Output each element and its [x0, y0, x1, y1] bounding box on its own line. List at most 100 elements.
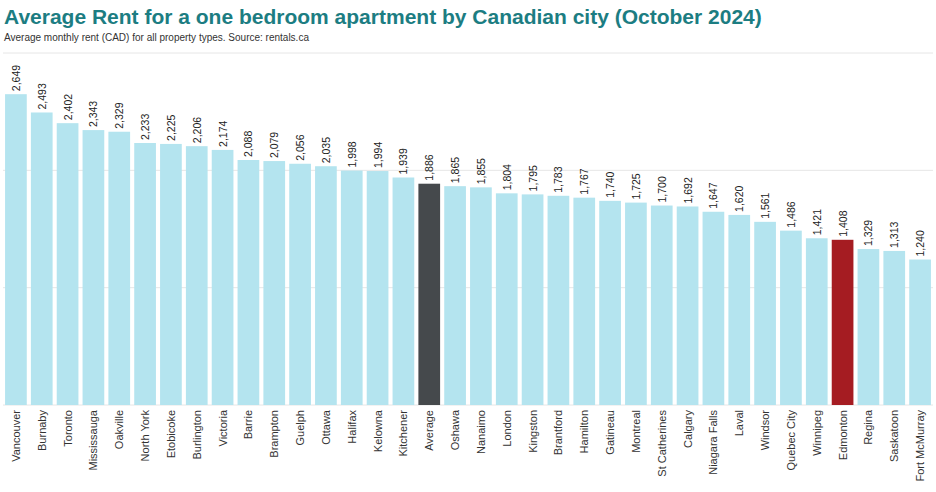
data-label: 1,767	[578, 168, 590, 194]
data-label: 1,329	[862, 220, 874, 246]
category-label: Kelowna	[372, 409, 384, 452]
data-label: 1,240	[914, 230, 926, 256]
category-label: Victoria	[217, 409, 229, 446]
data-label: 2,079	[268, 132, 280, 158]
category-label: Brampton	[268, 410, 280, 458]
bar	[367, 171, 389, 405]
bar	[780, 231, 802, 405]
data-label: 1,740	[604, 171, 616, 197]
bar	[186, 146, 208, 405]
data-labels: 2,649 2,493 2,402 2,343 2,329 2,233 2,225 2,206…	[10, 65, 926, 257]
grid-line	[3, 53, 933, 54]
category-label: Kitchener	[397, 410, 409, 457]
bars	[5, 94, 931, 405]
bar	[263, 161, 285, 405]
data-label: 1,561	[759, 192, 771, 218]
bar	[108, 132, 130, 405]
category-label: Niagara Falls	[707, 410, 719, 475]
bar	[57, 123, 79, 405]
category-label: Gatineau	[604, 410, 616, 455]
bar	[599, 201, 621, 405]
bar	[651, 206, 673, 405]
category-label: Windsor	[759, 410, 771, 451]
category-label: Edmonton	[837, 410, 849, 460]
title: Average Rent for a one bedroom apartment…	[4, 5, 762, 28]
bar	[5, 94, 27, 405]
data-label: 1,783	[552, 166, 564, 192]
category-label: Burnaby	[36, 410, 48, 451]
data-label: 2,329	[113, 102, 125, 128]
data-label: 2,206	[191, 117, 203, 143]
data-label: 1,421	[811, 209, 823, 235]
bar	[238, 160, 260, 405]
data-label: 1,647	[707, 182, 719, 208]
bar	[754, 222, 776, 405]
bar	[418, 184, 440, 405]
category-label: Oshawa	[449, 409, 461, 450]
category-label: Laval	[733, 410, 745, 436]
data-label: 1,994	[372, 142, 384, 168]
bar	[573, 198, 595, 405]
bar	[832, 240, 854, 405]
bar	[470, 187, 492, 405]
category-label: Hamilton	[578, 410, 590, 453]
data-label: 1,939	[397, 148, 409, 174]
data-label: 2,233	[139, 114, 151, 140]
category-label: Saskatoon	[888, 410, 900, 462]
category-label: St Catherines	[656, 410, 668, 477]
bar	[289, 164, 311, 405]
bar	[134, 143, 156, 405]
data-label: 1,620	[733, 185, 745, 211]
category-label: Vancouver	[10, 410, 22, 462]
data-label: 1,408	[837, 210, 849, 236]
category-label: Toronto	[62, 410, 74, 447]
data-label: 2,174	[217, 120, 229, 146]
category-label: Regina	[862, 409, 874, 445]
data-label: 1,700	[656, 176, 668, 202]
bar	[677, 206, 699, 405]
category-label: Winnipeg	[811, 410, 823, 456]
bar	[393, 177, 415, 405]
category-label: Fort McMurray	[914, 410, 926, 482]
data-label: 2,088	[242, 131, 254, 157]
bar	[160, 144, 182, 405]
data-label: 1,855	[475, 158, 487, 184]
category-label: Kingston	[527, 410, 539, 453]
bar	[496, 193, 518, 405]
data-label: 2,402	[62, 94, 74, 120]
data-label: 2,493	[36, 83, 48, 109]
category-label: Burlington	[191, 410, 203, 460]
category-label: Guelph	[294, 410, 306, 445]
bar	[703, 212, 725, 405]
bar	[548, 196, 570, 405]
category-label: Quebec City	[785, 410, 797, 471]
bar	[315, 166, 337, 405]
category-label: Barrie	[242, 410, 254, 439]
data-label: 2,343	[87, 101, 99, 127]
category-label: Brantford	[552, 410, 564, 455]
category-label: Average	[423, 410, 435, 451]
bar	[728, 215, 750, 405]
category-label: Mississauga	[87, 409, 99, 470]
category-label: North York	[139, 410, 151, 462]
bar	[444, 186, 466, 405]
data-label: 1,725	[630, 173, 642, 199]
chart: Average Rent for a one bedroom apartment…	[0, 0, 936, 492]
data-label: 1,692	[682, 177, 694, 203]
data-label: 1,795	[527, 165, 539, 191]
bar	[83, 130, 105, 405]
bar	[341, 171, 363, 405]
data-label: 1,804	[501, 164, 513, 190]
bar	[909, 260, 931, 405]
category-label: London	[501, 410, 513, 447]
data-label: 1,865	[449, 157, 461, 183]
data-label: 1,486	[785, 201, 797, 227]
category-label: Montreal	[630, 410, 642, 453]
category-label: Calgary	[682, 410, 694, 448]
data-label: 2,225	[165, 114, 177, 140]
bar	[31, 112, 53, 405]
x-axis-labels: VancouverBurnabyTorontoMississaugaOakvil…	[10, 409, 926, 481]
bar	[858, 249, 880, 405]
category-label: Etobicoke	[165, 410, 177, 458]
data-label: 2,649	[10, 65, 22, 91]
